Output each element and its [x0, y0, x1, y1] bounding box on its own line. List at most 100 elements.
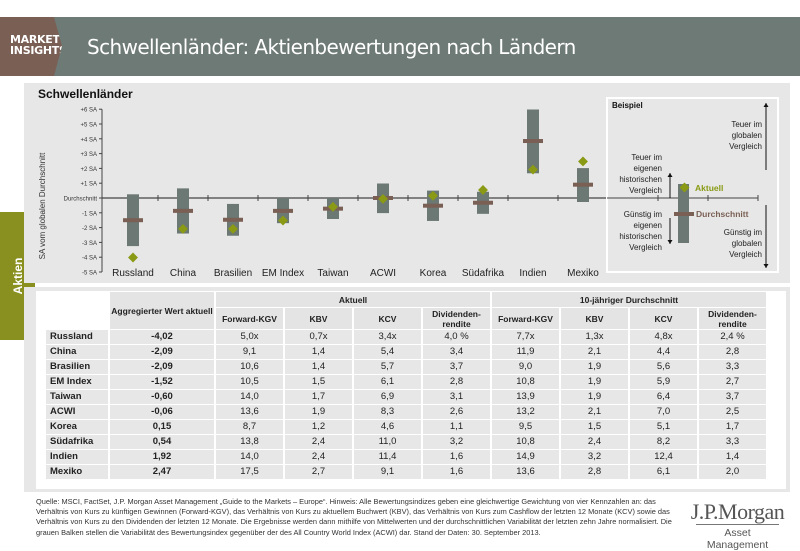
- global-expensive-arrow-icon-head: [763, 103, 769, 107]
- value-cell: 1,9: [561, 375, 628, 389]
- y-tick-label: +3 SA: [80, 152, 97, 158]
- current-marker-Indien: [528, 164, 538, 175]
- table-row: Korea 0,15 8,7 1,2 4,6 1,1 9,5 1,5 5,1 1,7: [46, 420, 766, 434]
- legend-current-marker: [679, 182, 690, 193]
- table-row: Mexiko 2,47 17,5 2,7 9,1 1,6 13,6 2,8 6,1 2,0: [46, 465, 766, 479]
- value-cell: 17,5: [216, 465, 283, 479]
- value-cell: 2,8: [699, 345, 766, 359]
- value-cell: 1,4: [285, 360, 352, 374]
- value-cell: 9,5: [492, 420, 559, 434]
- legend-average-label: Durchschnitt: [696, 209, 749, 219]
- aggregate-value: -0,06: [110, 405, 214, 419]
- value-cell: 3,3: [699, 360, 766, 374]
- value-cell: 5,6: [630, 360, 697, 374]
- value-cell: 2,4: [561, 435, 628, 449]
- value-cell: 3,4x: [354, 330, 421, 344]
- value-cell: 3,4: [423, 345, 490, 359]
- value-cell: 3,7: [423, 360, 490, 374]
- chart-title: Schwellenländer: [38, 87, 133, 101]
- value-cell: 2,4 %: [699, 330, 766, 344]
- column-header: KBV: [561, 308, 628, 329]
- table-row: ACWI -0,06 13,6 1,9 8,3 2,6 13,2 2,1 7,0 2,5: [46, 405, 766, 419]
- column-header: Dividenden-rendite: [699, 308, 766, 329]
- group-header-aktuell: Aktuell: [216, 292, 490, 307]
- legend-current-label: Aktuell: [695, 183, 723, 193]
- value-cell: 5,1: [630, 420, 697, 434]
- y-tick-label: +6 SA: [80, 108, 97, 114]
- row-label: Indien: [46, 450, 108, 464]
- brand-line-1: MARKET: [10, 33, 60, 46]
- value-cell: 2,1: [561, 405, 628, 419]
- value-cell: 5,7: [354, 360, 421, 374]
- value-cell: 6,1: [354, 375, 421, 389]
- value-cell: 2,8: [423, 375, 490, 389]
- value-cell: 6,1: [630, 465, 697, 479]
- table-row: Indien 1,92 14,0 2,4 11,4 1,6 14,9 3,2 12,4 1,4: [46, 450, 766, 464]
- table-group-header-row: Aggregierter Wert aktuell Aktuell 10-jähri…: [46, 292, 766, 329]
- market-insights-logo: MARKET INSIGHTS: [0, 17, 62, 76]
- table-row: Taiwan -0,60 14,0 1,7 6,9 3,1 13,9 1,9 6,4 3,7: [46, 390, 766, 404]
- value-cell: 12,4: [630, 450, 697, 464]
- current-marker-ACWI: [378, 193, 388, 204]
- page-title: Schwellenländer: Aktienbewertungen nach …: [87, 35, 576, 59]
- value-cell: 11,4: [354, 450, 421, 464]
- value-cell: 2,4: [285, 435, 352, 449]
- value-cell: 1,2: [285, 420, 352, 434]
- value-cell: 4,6: [354, 420, 421, 434]
- x-tick-label: Mexiko: [567, 268, 599, 279]
- column-header-aggregate: Aggregierter Wert aktuell: [110, 292, 214, 329]
- row-label: Russland: [46, 330, 108, 344]
- aggregate-value: -1,52: [110, 375, 214, 389]
- valuation-table: Aggregierter Wert aktuell Aktuell 10-jähri…: [44, 291, 768, 480]
- value-cell: 2,7: [285, 465, 352, 479]
- x-tick-label: EM Index: [262, 268, 304, 279]
- aggregate-value: 0,15: [110, 420, 214, 434]
- x-tick-label: Indien: [519, 268, 546, 279]
- current-marker-Brasilien: [228, 223, 238, 234]
- value-cell: 9,0: [492, 360, 559, 374]
- source-footnote: Quelle: MSCI, FactSet, J.P. Morgan Asset…: [36, 497, 672, 537]
- legend-global-expensive-text: globalen: [732, 131, 762, 140]
- value-cell: 5,0x: [216, 330, 283, 344]
- value-cell: 10,6: [216, 360, 283, 374]
- value-cell: 7,7x: [492, 330, 559, 344]
- value-cell: 4,8x: [630, 330, 697, 344]
- average-marker-EM Index: [273, 208, 293, 213]
- legend-own-expensive-text: eigenen: [634, 164, 662, 173]
- current-marker-Russland: [128, 252, 138, 263]
- column-header: Forward-KGV: [492, 308, 559, 329]
- value-cell: 4,0 %: [423, 330, 490, 344]
- value-cell: 1,5: [561, 420, 628, 434]
- y-tick-label: +2 SA: [80, 167, 97, 173]
- table-row: EM Index -1,52 10,5 1,5 6,1 2,8 10,8 1,9 5,9 2,7: [46, 375, 766, 389]
- column-header: Forward-KGV: [216, 308, 283, 329]
- value-cell: 7,0: [630, 405, 697, 419]
- current-marker-China: [178, 223, 188, 234]
- legend-own-cheap-text: historischen: [619, 232, 662, 241]
- row-label: Taiwan: [46, 390, 108, 404]
- row-label: Mexiko: [46, 465, 108, 479]
- column-header: Dividenden-rendite: [423, 308, 490, 329]
- aggregate-value: -2,09: [110, 360, 214, 374]
- value-cell: 13,6: [492, 465, 559, 479]
- y-tick-label: Durchschnitt: [64, 197, 98, 203]
- legend-global-cheap-text: Vergleich: [729, 250, 762, 259]
- column-header: KCV: [354, 308, 421, 329]
- average-marker-Brasilien: [223, 217, 243, 222]
- value-cell: 1,4: [285, 345, 352, 359]
- table-column-header-row: Forward-KGV KBV KCV Dividenden-rendite Forwa…: [46, 308, 766, 329]
- aggregate-value: 0,54: [110, 435, 214, 449]
- legend-own-expensive-text: historischen: [619, 175, 662, 184]
- valuation-table-container: Aggregierter Wert aktuell Aktuell 10-jähri…: [36, 291, 786, 489]
- x-tick-label: ACWI: [370, 268, 396, 279]
- value-cell: 9,1: [354, 465, 421, 479]
- value-cell: 10,8: [492, 375, 559, 389]
- average-marker-Südafrika: [473, 200, 493, 205]
- value-cell: 1,7: [699, 420, 766, 434]
- value-cell: 11,9: [492, 345, 559, 359]
- legend-own-cheap-text: Vergleich: [629, 243, 662, 252]
- value-cell: 1,1: [423, 420, 490, 434]
- value-cell: 8,7: [216, 420, 283, 434]
- legend-box: [606, 97, 779, 273]
- column-header: KBV: [285, 308, 352, 329]
